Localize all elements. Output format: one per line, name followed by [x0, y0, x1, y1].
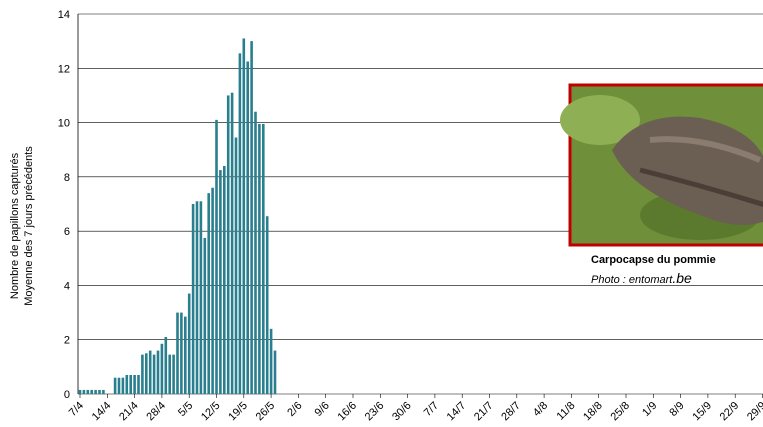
bar: [86, 389, 90, 394]
x-tick-label: 4/8: [531, 400, 550, 419]
bar: [258, 123, 261, 394]
x-tick-label: 2/6: [285, 400, 304, 419]
bar: [230, 92, 234, 394]
moth-stripe: [639, 167, 763, 208]
bar: [262, 123, 265, 394]
y-tick-label: 2: [64, 335, 70, 347]
photo: [560, 83, 763, 247]
bar: [102, 389, 105, 394]
bar: [219, 170, 222, 394]
x-tick-label: 29/9: [745, 400, 763, 424]
bar: [117, 377, 121, 394]
bar: [234, 137, 238, 394]
leaf: [560, 95, 640, 145]
moth-stripe: [649, 136, 762, 163]
bar: [141, 354, 144, 394]
x-tick-label: 1/9: [640, 400, 659, 419]
bar: [90, 389, 93, 394]
x-tick-label: 23/6: [363, 400, 387, 424]
x-tick-label: 7/4: [67, 400, 86, 419]
bar: [78, 389, 82, 394]
bar: [187, 293, 191, 394]
x-tick-label: 22/9: [718, 400, 742, 424]
photo-credit-suffix: .be: [672, 270, 692, 286]
bar: [129, 375, 132, 394]
x-tick-label: 14/7: [445, 400, 469, 424]
y-tick-label: 0: [64, 389, 70, 401]
x-tick-label: 14/4: [90, 400, 114, 424]
bar: [145, 353, 148, 394]
bar: [133, 375, 136, 394]
bar: [172, 354, 175, 394]
y-tick-label: 12: [58, 63, 70, 75]
bar: [211, 187, 214, 394]
bar: [82, 389, 86, 394]
x-tick-label: 18/8: [581, 400, 605, 424]
x-tick-label: 15/9: [690, 400, 714, 424]
x-tick-label: 25/8: [608, 400, 632, 424]
bar: [207, 193, 210, 394]
y-tick-label: 14: [58, 9, 70, 21]
x-tick-label: 7/7: [422, 400, 441, 419]
x-tick-label: 28/4: [144, 400, 168, 424]
y-tick-label: 6: [64, 226, 70, 238]
x-tick-label: 19/5: [226, 400, 250, 424]
bar: [238, 53, 242, 394]
bar: [265, 216, 269, 394]
bar: [168, 354, 171, 394]
moth: [612, 116, 763, 225]
y-tick-label: 10: [58, 118, 70, 130]
y-axis-label: Nombre de papillons capturés: [9, 152, 21, 299]
bar: [152, 354, 156, 394]
x-tick-label: 21/4: [117, 400, 141, 424]
photo-credit: Photo : entomart.be: [591, 270, 692, 286]
bar: [176, 312, 179, 394]
bar: [273, 350, 277, 394]
bar: [94, 389, 97, 394]
x-tick-label: 5/5: [176, 400, 195, 419]
x-tick-label: 9/6: [313, 400, 332, 419]
bar: [148, 350, 152, 394]
photo-credit-text: Photo : entomart: [591, 274, 673, 286]
bar: [180, 312, 183, 394]
bar: [269, 328, 273, 394]
x-tick-label: 11/8: [554, 400, 577, 423]
bar: [98, 389, 101, 394]
bar: [156, 350, 160, 394]
x-tick-label: 30/6: [390, 400, 414, 424]
bar: [254, 111, 257, 394]
bar: [184, 316, 187, 394]
bar: [191, 204, 195, 394]
bar: [246, 61, 249, 394]
bar: [226, 95, 230, 394]
bar: [137, 375, 140, 394]
bar: [203, 237, 207, 394]
bar: [160, 343, 164, 394]
bar: [215, 119, 218, 394]
bar: [125, 375, 129, 394]
bar: [242, 38, 246, 395]
x-tick-label: 21/7: [472, 400, 496, 424]
y-tick-label: 4: [64, 280, 70, 292]
x-tick-label: 12/5: [199, 400, 223, 424]
x-tick-label: 8/9: [667, 400, 686, 419]
photo-caption: Carpocapse du pommie: [591, 254, 716, 266]
x-tick-label: 28/7: [499, 400, 523, 424]
bar: [195, 201, 199, 394]
bar: [113, 377, 117, 394]
bar: [164, 337, 168, 394]
y-axis-label: Moyenne des 7 jours précédents: [23, 146, 35, 306]
bar: [121, 377, 125, 394]
bar: [199, 201, 203, 394]
bar: [250, 41, 253, 395]
x-tick-label: 26/5: [254, 400, 278, 424]
y-tick-label: 8: [64, 172, 70, 184]
x-tick-label: 16/6: [335, 400, 359, 424]
bar: [223, 166, 226, 394]
